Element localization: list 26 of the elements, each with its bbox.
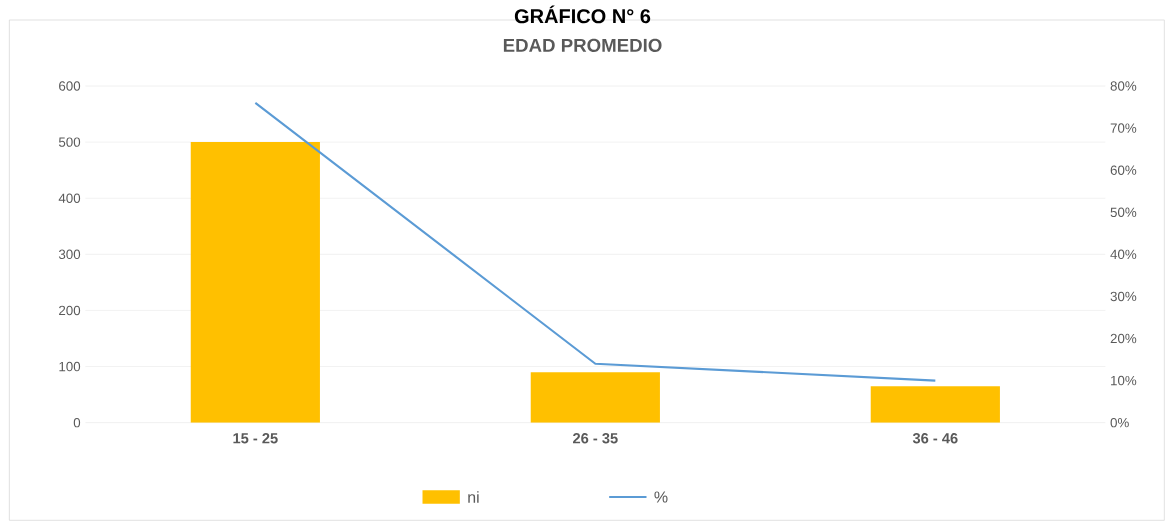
y-tick-label: 200	[59, 305, 81, 316]
chart-subtitle: EDAD PROMEDIO	[503, 38, 662, 52]
bar	[530, 372, 660, 423]
x-tick-label: 26 - 35	[573, 433, 618, 444]
x-tick-label: 36 - 46	[912, 433, 958, 444]
chart-title: GRÁFICO N° 6	[514, 5, 651, 24]
y2-tick-label: 30%	[1110, 291, 1137, 302]
bar	[870, 386, 1000, 423]
y2-tick-label: 40%	[1110, 249, 1137, 260]
y-tick-label: 300	[58, 249, 81, 260]
y-tick-label: 0	[73, 417, 81, 428]
legend-label: ni	[468, 491, 479, 503]
y-tick-label: 600	[59, 81, 81, 91]
y-tick-label: 100	[59, 361, 81, 372]
y-tick-label: 400	[58, 193, 81, 203]
y-tick-label: 500	[58, 137, 81, 147]
y2-tick-label: 80%	[1110, 81, 1137, 91]
y2-tick-label: 70%	[1110, 123, 1137, 133]
y2-tick-label: 20%	[1110, 333, 1137, 344]
y2-tick-label: 0%	[1110, 417, 1129, 428]
legend-label: %	[654, 491, 668, 503]
y2-tick-label: 50%	[1110, 207, 1137, 217]
y2-tick-label: 60%	[1110, 165, 1137, 175]
y2-tick-label: 10%	[1111, 375, 1137, 386]
bar	[190, 142, 320, 423]
x-tick-label: 15 - 25	[233, 433, 278, 444]
